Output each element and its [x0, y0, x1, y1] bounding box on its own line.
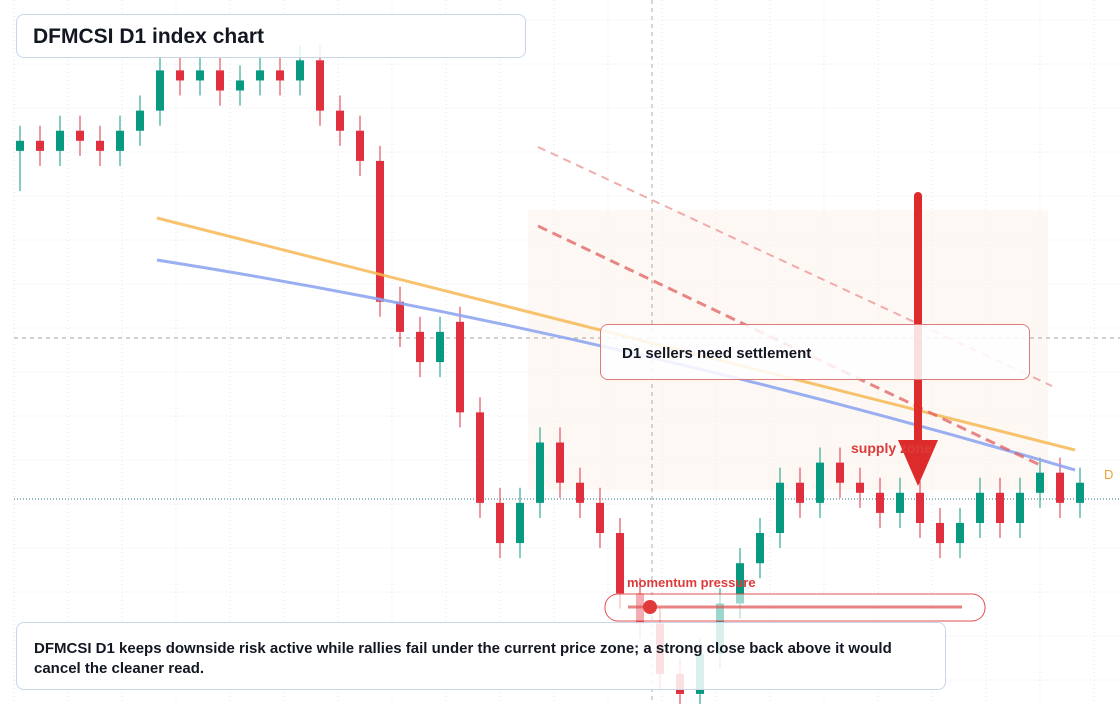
chart-title: DFMCSI D1 index chart	[16, 14, 526, 58]
candle-body	[576, 482, 584, 503]
candle-body	[836, 462, 844, 483]
candle-body	[756, 533, 764, 564]
candle-body	[36, 140, 44, 151]
candle-body	[976, 492, 984, 523]
candle-body	[296, 60, 304, 81]
candle-body	[336, 110, 344, 131]
candle-body	[776, 482, 784, 534]
candle-body	[1016, 492, 1024, 523]
candle-body	[96, 140, 104, 151]
candle-body	[436, 331, 444, 363]
candle-body	[936, 522, 944, 544]
candle-body	[316, 60, 324, 111]
dashed-channel-upper	[537, 146, 1053, 387]
candle-body	[876, 492, 884, 513]
note: DFMCSI D1 keeps downside risk active whi…	[16, 622, 946, 690]
candle-body	[856, 482, 864, 493]
callout: D1 sellers need settlement	[600, 324, 1030, 380]
candles	[16, 45, 1084, 704]
candle-body	[1076, 482, 1084, 503]
momentum-dot	[643, 600, 657, 614]
candle-body	[76, 130, 84, 141]
candle-body	[276, 70, 284, 81]
candle-body	[816, 462, 824, 503]
candle-body	[476, 412, 484, 503]
candle-body	[956, 522, 964, 544]
candle-body	[196, 70, 204, 81]
edge-tag: D	[1104, 467, 1113, 482]
candle-body	[736, 563, 744, 604]
candle-body	[396, 301, 404, 332]
candle-body	[916, 492, 924, 523]
candle-body	[16, 140, 24, 151]
candle-body	[416, 331, 424, 363]
candle-body	[456, 321, 464, 413]
candle-body	[256, 70, 264, 81]
candle-body	[136, 110, 144, 131]
candle-body	[56, 130, 64, 151]
candle-body	[156, 70, 164, 111]
candle-body	[796, 482, 804, 503]
arrow-head	[898, 440, 938, 486]
candle-body	[516, 502, 524, 544]
candle-body	[996, 492, 1004, 523]
momentum-label: momentum pressure	[627, 575, 756, 590]
candle-body	[596, 502, 604, 534]
candle-body	[496, 502, 504, 544]
candle-body	[1056, 472, 1064, 503]
candle-body	[216, 70, 224, 91]
candle-body	[536, 442, 544, 503]
candle-body	[616, 533, 624, 594]
candle-body	[376, 160, 384, 302]
supply-label: supply zone	[851, 440, 932, 456]
candle-body	[356, 130, 364, 161]
candle-body	[236, 80, 244, 91]
candle-body	[176, 70, 184, 81]
candle-body	[116, 130, 124, 151]
candle-body	[556, 442, 564, 483]
candle-body	[1036, 472, 1044, 493]
candle-body	[896, 492, 904, 513]
